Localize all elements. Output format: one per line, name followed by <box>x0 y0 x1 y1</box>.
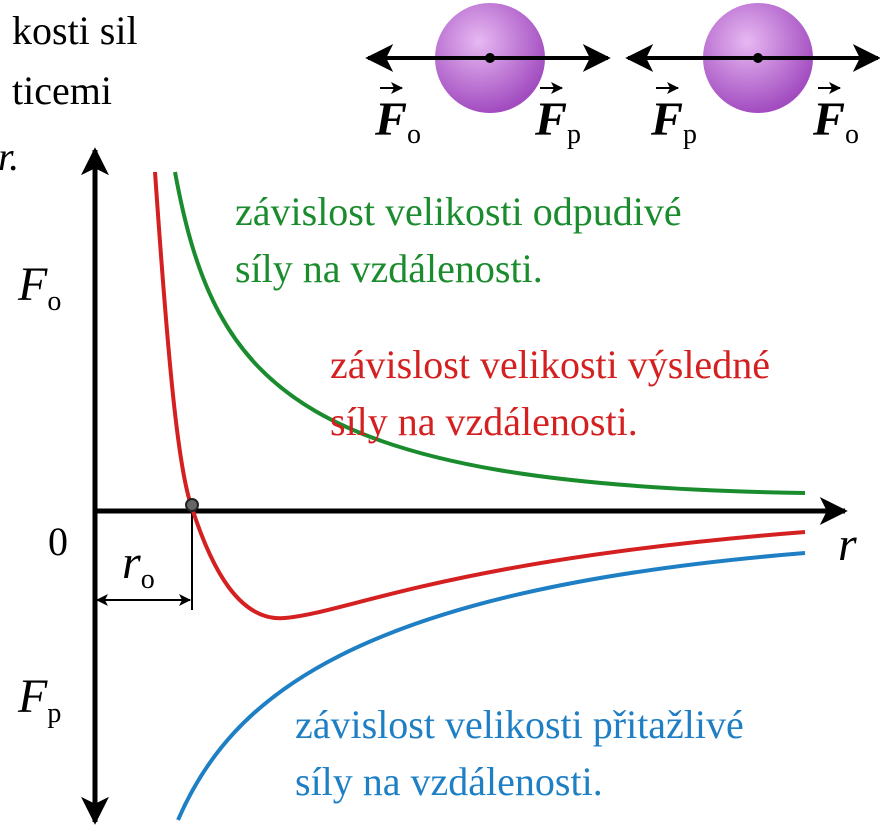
force-label: Fp <box>650 93 697 150</box>
equilibrium-point <box>186 499 198 511</box>
heading-line: ticemi <box>12 68 112 113</box>
curve-label: síly na vzdálenosti. <box>235 246 543 291</box>
symbol: r <box>122 536 141 589</box>
y-negative-label: Fp <box>17 670 61 729</box>
subscript: o <box>47 286 61 317</box>
symbol: F <box>650 93 683 146</box>
curve-label: síly na vzdálenosti. <box>295 759 603 804</box>
equilibrium-label: ro <box>122 536 155 595</box>
subscript: p <box>47 698 61 729</box>
symbol: F <box>17 258 48 311</box>
resultant-curve <box>155 172 805 618</box>
subscript: p <box>683 119 697 150</box>
curve-label: síly na vzdálenosti. <box>330 399 638 444</box>
force-label: Fo <box>812 93 859 150</box>
force-label: Fp <box>534 93 581 150</box>
heading-line: kosti sil <box>12 8 138 53</box>
particle-left: Fo Fp <box>368 3 608 150</box>
subscript: o <box>845 119 859 150</box>
particle-center <box>485 53 495 63</box>
subscript: o <box>141 564 155 595</box>
symbol: F <box>534 93 567 146</box>
curve-label: závislost velikosti výsledné <box>330 342 770 387</box>
symbol: F <box>17 670 48 723</box>
curve-label: závislost velikosti přitažlivé <box>295 702 744 747</box>
symbol: F <box>374 93 407 146</box>
symbol: F <box>812 93 845 146</box>
diagram: kosti sil ticemi r. Fo Fp Fp Fo Fo Fp 0 … <box>0 0 880 830</box>
y-positive-label: Fo <box>17 258 61 317</box>
page: { "heading_fragment": {"lines": ["kosti … <box>0 0 880 830</box>
subscript: p <box>567 119 581 150</box>
heading-line: r. <box>0 134 19 179</box>
curve-label: závislost velikosti odpudivé <box>235 189 682 234</box>
x-axis-label: r <box>838 518 857 571</box>
force-label: Fo <box>374 93 421 150</box>
subscript: o <box>407 119 421 150</box>
particle-right: Fp Fo <box>628 3 878 150</box>
origin-label: 0 <box>48 519 68 564</box>
particle-center <box>753 53 763 63</box>
